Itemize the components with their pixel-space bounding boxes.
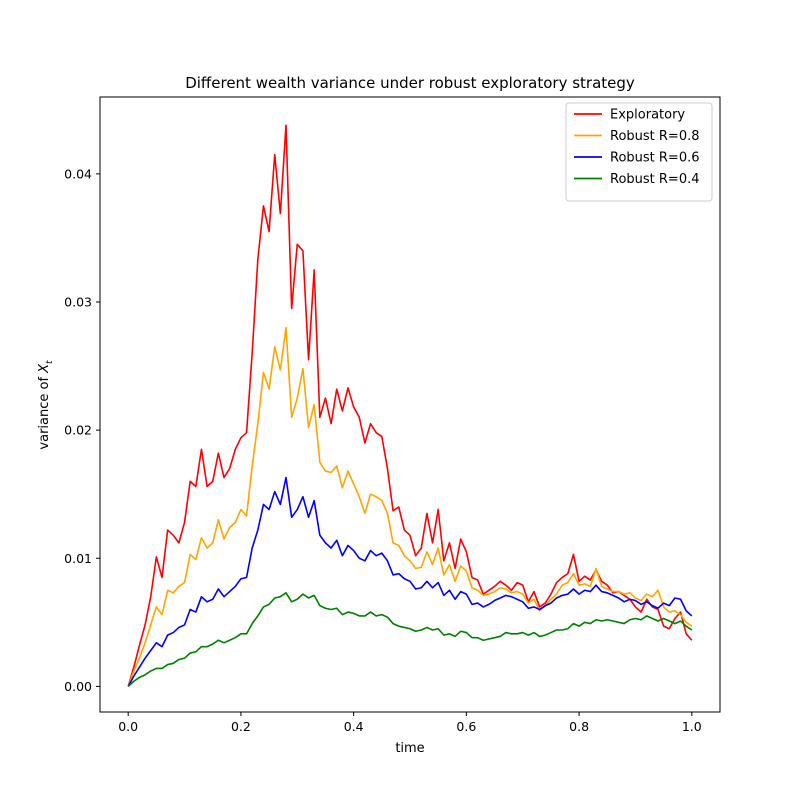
x-tick-label: 0.6: [456, 719, 476, 734]
y-tick-label: 0.00: [64, 679, 92, 694]
plot-frame: [99, 96, 721, 713]
legend-label-0: Exploratory: [610, 108, 685, 123]
plot-lines: [127, 124, 693, 687]
x-tick-label: 0.8: [569, 719, 589, 734]
x-tick-label: 1.0: [682, 719, 702, 734]
legend-label-3: Robust R=0.4: [610, 172, 700, 187]
series-line-1: [127, 326, 693, 687]
x-tick-label: 0.2: [231, 719, 251, 734]
legend-label-2: Robust R=0.6: [610, 151, 700, 166]
y-axis-ticks: 0.00 0.01 0.02 0.03 0.04: [64, 166, 100, 694]
series-line-2: [127, 476, 693, 687]
y-axis-label-variable: X: [37, 363, 52, 374]
x-axis-ticks: 0.0 0.2 0.4 0.6 0.8 1.0: [118, 712, 702, 734]
x-tick-label: 0.0: [118, 719, 138, 734]
series-line-3: [127, 592, 693, 687]
y-axis-label: variance of Xt: [37, 360, 55, 450]
chart-title: Different wealth variance under robust e…: [185, 74, 635, 92]
y-tick-label: 0.02: [64, 423, 92, 438]
x-tick-label: 0.4: [344, 719, 364, 734]
y-axis-label-prefix: variance of: [37, 373, 52, 450]
legend: Exploratory Robust R=0.8 Robust R=0.6 Robus…: [565, 102, 713, 202]
legend-box: [565, 102, 713, 202]
y-axis-label-subscript: t: [45, 360, 55, 364]
y-tick-label: 0.03: [64, 295, 92, 310]
x-axis-label: time: [395, 741, 424, 756]
y-tick-label: 0.04: [64, 166, 92, 181]
y-tick-label: 0.01: [64, 551, 92, 566]
legend-label-1: Robust R=0.8: [610, 129, 700, 144]
